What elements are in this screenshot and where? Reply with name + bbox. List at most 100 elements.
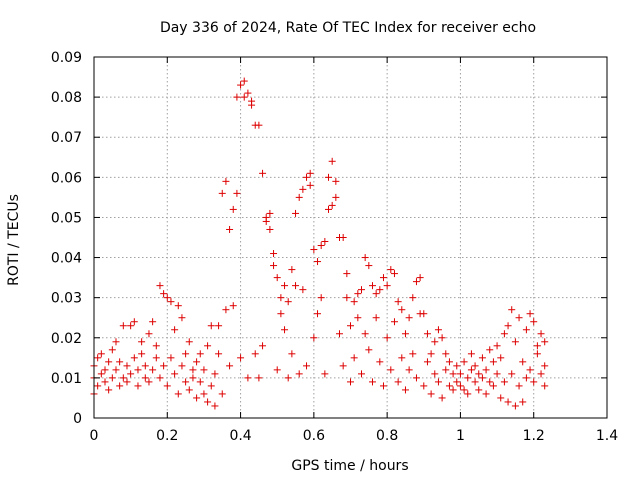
data-point [174, 302, 182, 310]
data-point [497, 394, 505, 402]
data-point [445, 382, 453, 390]
x-tick-label: 0.2 [156, 428, 178, 444]
data-point [259, 342, 267, 350]
data-point [262, 217, 270, 225]
data-point [486, 378, 494, 386]
data-point [200, 366, 208, 374]
data-point [306, 181, 314, 189]
x-tick-label: 1.2 [523, 428, 545, 444]
x-tick-label: 0.4 [229, 428, 251, 444]
data-point [526, 310, 534, 318]
data-point [328, 201, 336, 209]
data-point [383, 282, 391, 290]
data-point [127, 370, 135, 378]
data-point [368, 282, 376, 290]
data-point [314, 258, 322, 266]
data-point [508, 306, 516, 314]
data-point [497, 354, 505, 362]
data-point [141, 374, 149, 382]
data-point [347, 378, 354, 386]
data-point [420, 382, 428, 390]
y-axis-label: ROTI / TECUs [6, 194, 22, 286]
data-point [471, 378, 479, 386]
data-point [515, 382, 523, 390]
data-points [90, 77, 549, 410]
data-point [207, 322, 215, 330]
y-tick-label: 0.01 [51, 371, 82, 387]
y-tick-label: 0.05 [51, 210, 82, 226]
data-point [97, 370, 105, 378]
data-point [156, 282, 164, 290]
data-point [412, 278, 420, 286]
data-point [464, 390, 472, 398]
data-point [332, 177, 340, 185]
data-point [105, 386, 113, 394]
data-point [303, 362, 311, 370]
data-point [218, 189, 226, 197]
data-point [226, 362, 234, 370]
data-point [178, 314, 186, 322]
data-point [438, 334, 446, 342]
data-point [281, 282, 289, 290]
y-tick-label: 0.04 [51, 251, 82, 267]
data-point [365, 262, 373, 270]
data-point [292, 282, 300, 290]
data-point [361, 254, 369, 262]
data-point [130, 354, 138, 362]
data-point [244, 89, 252, 97]
data-point [350, 298, 358, 306]
data-point [390, 270, 398, 278]
data-point [266, 225, 274, 233]
data-point [482, 390, 490, 398]
data-point [464, 374, 472, 382]
data-point [460, 358, 468, 366]
data-point [215, 350, 223, 358]
data-point [237, 354, 245, 362]
data-point [314, 310, 322, 318]
data-point [423, 358, 431, 366]
data-point [266, 209, 274, 217]
data-point [255, 121, 263, 129]
data-point [365, 346, 373, 354]
data-point [299, 286, 307, 294]
data-point [500, 330, 508, 338]
data-point [222, 306, 230, 314]
data-point [270, 250, 278, 258]
data-point [394, 378, 402, 386]
data-point [163, 294, 171, 302]
data-point [368, 378, 376, 386]
data-point [295, 193, 303, 201]
data-point [405, 314, 413, 322]
data-point [108, 374, 116, 382]
data-point [277, 294, 285, 302]
data-point [423, 330, 431, 338]
data-point [229, 302, 237, 310]
data-point [445, 358, 453, 366]
data-point [134, 382, 142, 390]
data-point [343, 294, 351, 302]
y-tick-label: 0.07 [51, 130, 82, 146]
x-tick-label: 0.6 [303, 428, 325, 444]
chart-title: Day 336 of 2024, Rate Of TEC Index for r… [160, 20, 536, 36]
data-point [508, 370, 516, 378]
y-tick-label: 0.02 [51, 331, 82, 347]
data-point [317, 242, 325, 250]
data-point [116, 382, 124, 390]
data-point [325, 205, 333, 213]
data-point [119, 322, 127, 330]
data-point [431, 338, 439, 346]
data-point [357, 370, 365, 378]
data-point [412, 374, 420, 382]
data-point [533, 350, 541, 358]
grid-lines [94, 57, 607, 418]
data-point [182, 378, 190, 386]
data-point [379, 382, 387, 390]
data-point [522, 374, 530, 382]
y-tick-label: 0.09 [51, 50, 82, 66]
data-point [171, 370, 179, 378]
data-point [204, 342, 212, 350]
data-point [163, 382, 171, 390]
data-point [189, 366, 197, 374]
data-point [303, 173, 311, 181]
data-point [541, 362, 549, 370]
